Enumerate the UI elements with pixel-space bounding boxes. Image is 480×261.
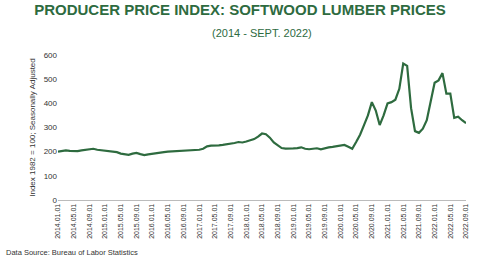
svg-text:2015.01.01: 2015.01.01 [101, 204, 108, 239]
svg-text:2017.05.01: 2017.05.01 [211, 204, 218, 239]
svg-text:2018.01.01: 2018.01.01 [243, 204, 250, 239]
svg-text:2016.05.01: 2016.05.01 [164, 204, 171, 239]
svg-text:400: 400 [44, 99, 58, 108]
svg-text:2015.09.01: 2015.09.01 [133, 204, 140, 239]
svg-text:0: 0 [53, 196, 58, 205]
svg-text:300: 300 [44, 123, 58, 132]
svg-text:500: 500 [44, 75, 58, 84]
svg-text:(2014 - SEPT. 2022): (2014 - SEPT. 2022) [212, 27, 312, 39]
svg-text:600: 600 [44, 51, 58, 60]
svg-text:2022.01.01: 2022.01.01 [431, 204, 438, 239]
svg-text:2016.01.01: 2016.01.01 [148, 204, 155, 239]
svg-text:PRODUCER PRICE INDEX: SOFTWOOD: PRODUCER PRICE INDEX: SOFTWOOD LUMBER PR… [34, 1, 446, 18]
svg-text:2021.09.01: 2021.09.01 [415, 204, 422, 239]
svg-text:2021.05.01: 2021.05.01 [400, 204, 407, 239]
svg-text:100: 100 [44, 172, 58, 181]
svg-text:2016.09.01: 2016.09.01 [180, 204, 187, 239]
svg-text:2017.01.01: 2017.01.01 [196, 204, 203, 239]
svg-text:2014.05.01: 2014.05.01 [70, 204, 77, 239]
svg-text:2019.05.01: 2019.05.01 [305, 204, 312, 239]
svg-text:2018.05.01: 2018.05.01 [258, 204, 265, 239]
svg-text:2020.01.01: 2020.01.01 [337, 204, 344, 239]
svg-text:2022.09.01: 2022.09.01 [462, 204, 469, 239]
svg-text:2020.09.01: 2020.09.01 [368, 204, 375, 239]
svg-text:2018.09.01: 2018.09.01 [274, 204, 281, 239]
svg-text:2014.09.01: 2014.09.01 [86, 204, 93, 239]
svg-text:2022.05.01: 2022.05.01 [447, 204, 454, 239]
svg-text:2020.05.01: 2020.05.01 [352, 204, 359, 239]
svg-text:Index 1982 = 100; Seasonally A: Index 1982 = 100; Seasonally Adjusted [28, 58, 37, 197]
svg-text:200: 200 [44, 147, 58, 156]
svg-text:2015.05.01: 2015.05.01 [117, 204, 124, 239]
svg-text:2021.01.01: 2021.01.01 [384, 204, 391, 239]
svg-text:2017.09.01: 2017.09.01 [227, 204, 234, 239]
svg-text:2019.01.01: 2019.01.01 [290, 204, 297, 239]
svg-text:Data Source: Bureau of Labor S: Data Source: Bureau of Labor Statistics [6, 248, 138, 257]
svg-text:2014.01.01: 2014.01.01 [54, 204, 61, 239]
svg-text:2019.09.01: 2019.09.01 [321, 204, 328, 239]
